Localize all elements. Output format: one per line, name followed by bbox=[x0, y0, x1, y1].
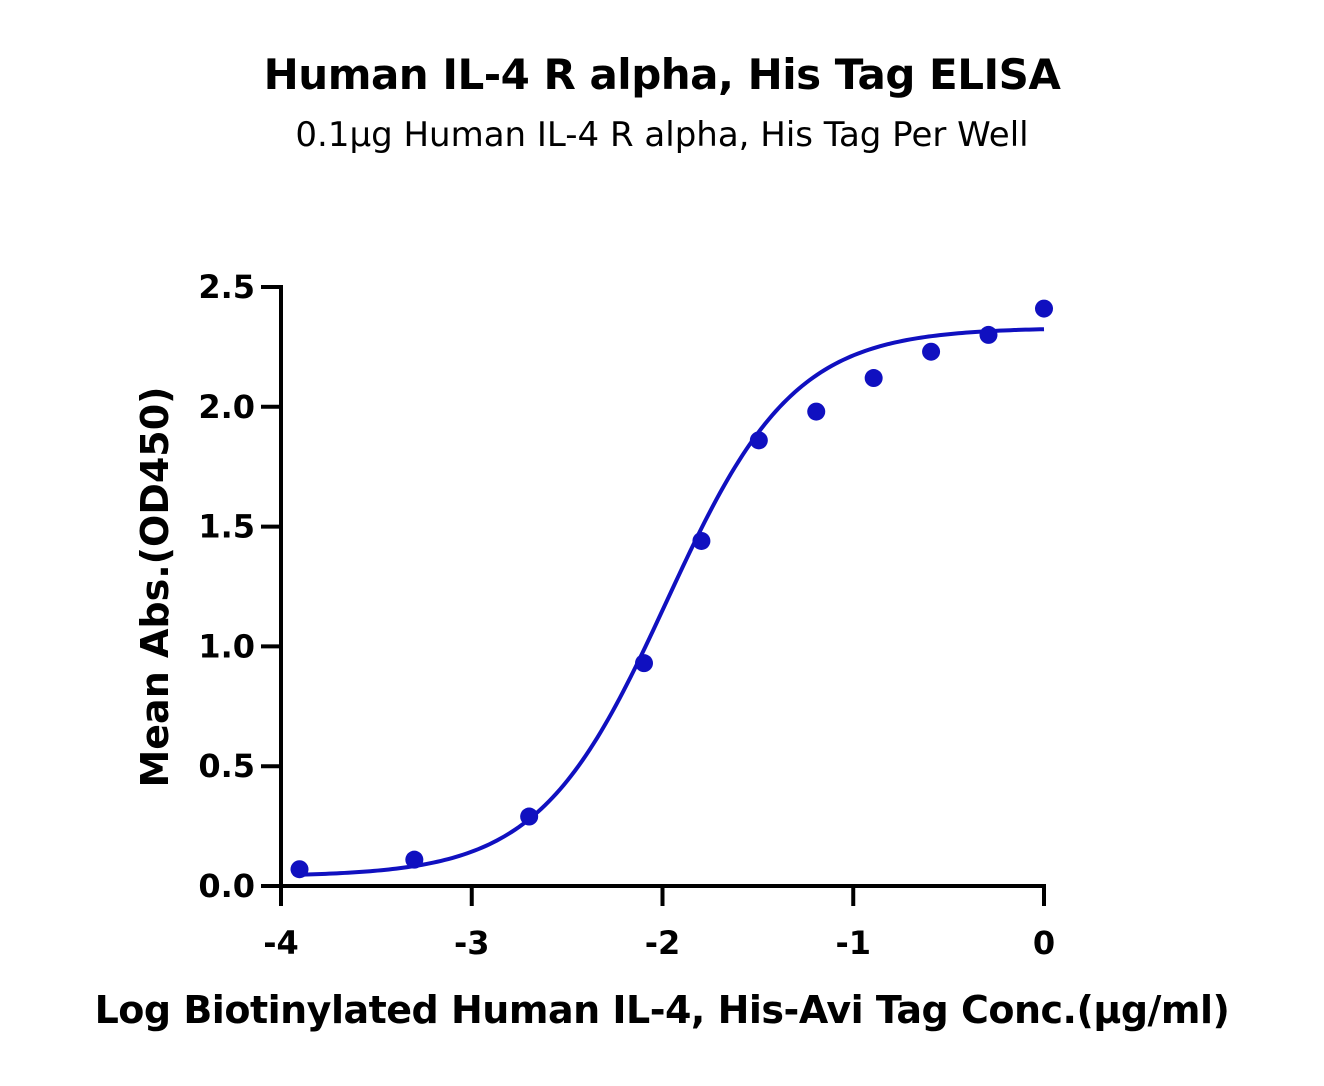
x-tick-label: -4 bbox=[263, 924, 299, 962]
x-axis-label: Log Biotinylated Human IL-4, His-Avi Tag… bbox=[94, 988, 1230, 1032]
data-point bbox=[979, 325, 998, 344]
y-tick-label: 0.0 bbox=[198, 867, 255, 905]
data-point bbox=[692, 531, 711, 550]
data-points bbox=[290, 299, 1053, 879]
data-point bbox=[1035, 299, 1053, 318]
data-point bbox=[405, 850, 424, 869]
data-point bbox=[807, 402, 826, 421]
data-point bbox=[520, 807, 539, 826]
y-tick-label: 1.5 bbox=[198, 508, 255, 546]
y-tick-label: 2.5 bbox=[198, 268, 255, 306]
axes: 0.0 0.5 1.0 1.5 2.0 2.5 -4 -3 -2 -1 0 bbox=[198, 268, 1055, 962]
x-tick-label: -1 bbox=[835, 924, 871, 962]
y-tick-label: 2.0 bbox=[198, 388, 255, 426]
data-point bbox=[922, 342, 941, 361]
x-tick-label: 0 bbox=[1033, 924, 1055, 962]
chart-title: Human IL-4 R alpha, His Tag ELISA bbox=[263, 50, 1061, 99]
x-tick-label: -2 bbox=[645, 924, 681, 962]
y-tick-label: 1.0 bbox=[198, 627, 255, 665]
y-tick-label: 0.5 bbox=[198, 747, 255, 785]
x-tick-label: -3 bbox=[454, 924, 490, 962]
fit-curve bbox=[299, 327, 1045, 877]
data-point bbox=[634, 654, 653, 673]
chart-subtitle: 0.1μg Human IL-4 R alpha, His Tag Per We… bbox=[295, 115, 1029, 155]
data-point bbox=[864, 369, 883, 388]
data-point bbox=[290, 860, 309, 879]
data-point bbox=[749, 431, 768, 450]
y-axis-label: Mean Abs.(OD450) bbox=[133, 386, 177, 787]
